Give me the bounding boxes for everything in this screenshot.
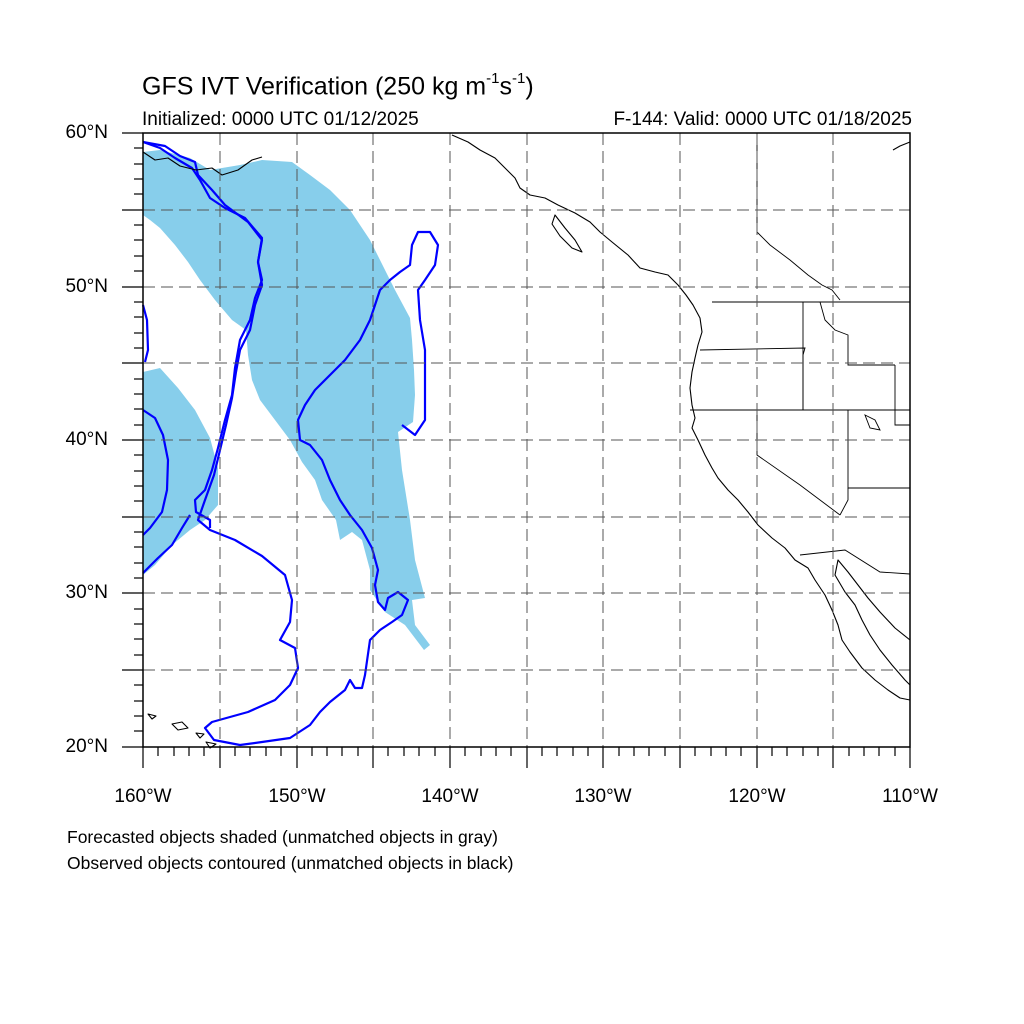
grid-lines [143,133,910,747]
forecast-object-west [143,368,218,575]
border-co [894,365,910,426]
observed-contour-sw [142,514,191,574]
lon-label-110w: 110°W [882,786,938,807]
coast-islands-bc [551,214,583,253]
border-wa-or [699,347,806,410]
coast-alaska-north [142,151,263,176]
coast-hawaii-1 [147,713,157,720]
lon-label-140w: 140°W [421,786,479,807]
coast-alaska-southeast [451,134,911,701]
lon-label-160w: 160°W [114,786,172,807]
border-nv-ut [847,410,910,489]
legend-forecast-note: Forecasted objects shaded (unmatched obj… [67,827,498,847]
lat-label-50n: 50°N [65,276,108,297]
lake-salt [864,414,881,431]
border-us-mexico [799,549,911,575]
border-ca-nv [756,410,841,516]
observed-contour-main [142,140,264,528]
coast-ne-corner [892,141,911,151]
coast-baja-gulf [834,559,911,686]
forecast-objects [143,150,430,650]
lat-label-40n: 40°N [65,429,108,450]
chart-title: GFS IVT Verification (250 kg m-1s-1) [142,70,534,101]
observed-contour-west [141,304,150,363]
valid-time: F-144: Valid: 0000 UTC 01/18/2025 [613,109,912,130]
tick-marks [122,132,911,768]
observed-objects [141,140,440,747]
coast-hawaii-4 [205,741,217,749]
lon-label-120w: 120°W [728,786,786,807]
coast-hawaii-2 [171,721,189,731]
lon-label-150w: 150°W [268,786,326,807]
lat-label-20n: 20°N [65,736,108,757]
coastlines [142,134,911,749]
observed-contour-west-2 [142,409,170,536]
initialized-time: Initialized: 0000 UTC 01/12/2025 [142,109,419,130]
lat-label-60n: 60°N [65,122,108,143]
lon-label-130w: 130°W [574,786,632,807]
border-bc-ab [756,231,841,301]
lat-label-30n: 30°N [65,582,108,603]
observed-contour-long [142,140,440,747]
legend-observed-note: Observed objects contoured (unmatched ob… [67,853,514,873]
border-az [839,488,849,516]
border-mt-wy [819,301,895,366]
coast-hawaii-3 [195,732,205,739]
state-borders [690,133,911,575]
